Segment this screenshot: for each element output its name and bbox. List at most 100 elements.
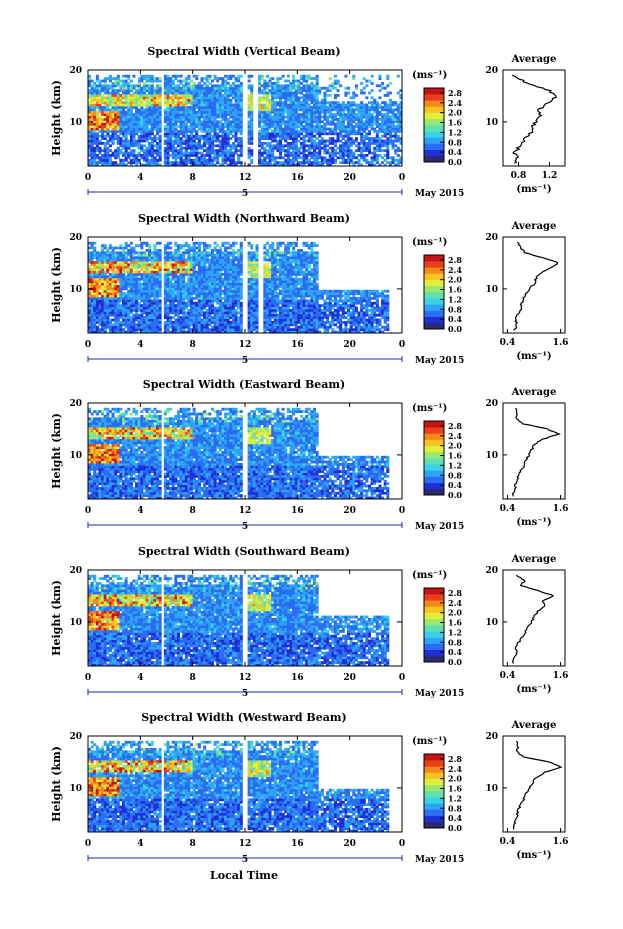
heatmap-cell <box>127 82 131 85</box>
heatmap-cell <box>108 91 112 95</box>
heatmap-cell <box>216 98 220 102</box>
heatmap-cell <box>297 118 301 121</box>
heatmap-cell <box>239 91 243 95</box>
heatmap-cell <box>344 161 348 164</box>
heatmap-cell <box>263 156 267 160</box>
heatmap-cell <box>197 158 201 162</box>
heatmap-cell <box>106 132 110 136</box>
heatmap-cell <box>145 163 149 167</box>
heatmap-cell <box>187 134 191 138</box>
heatmap-cell <box>218 86 222 90</box>
heatmap-cell <box>182 115 186 119</box>
heatmap-cell <box>318 156 322 160</box>
heatmap-cell <box>88 139 92 143</box>
heatmap-cell <box>386 161 390 164</box>
heatmap-cell <box>197 253 201 257</box>
heatmap-cell <box>190 280 194 283</box>
heatmap-cell <box>260 103 264 107</box>
heatmap-cell <box>174 265 178 269</box>
heatmap-cell <box>163 261 167 264</box>
heatmap-cell <box>90 149 94 152</box>
heatmap-cell <box>98 273 102 276</box>
heatmap-cell <box>158 156 162 160</box>
heatmap-cell <box>302 127 306 131</box>
heatmap-cell <box>114 149 118 152</box>
heatmap-cell <box>373 110 377 114</box>
heatmap-cell <box>268 156 272 160</box>
y-tick-label: 20 <box>69 66 82 76</box>
heatmap-cell <box>148 256 152 259</box>
heatmap-cell <box>200 146 204 150</box>
heatmap-cell <box>101 142 105 145</box>
heatmap-cell <box>286 98 290 102</box>
heatmap-cell <box>250 98 254 102</box>
heatmap-cell <box>367 144 371 148</box>
heatmap-cell <box>265 149 269 152</box>
heatmap-cell <box>313 110 317 114</box>
heatmap-cell <box>200 84 204 88</box>
heatmap-cell <box>360 89 364 92</box>
heatmap-cell <box>132 96 136 100</box>
heatmap-cell <box>137 323 141 327</box>
heatmap-cell <box>179 299 183 303</box>
heatmap-cell <box>339 139 343 143</box>
heatmap-cell <box>294 122 298 126</box>
heatmap-cell <box>360 91 364 95</box>
heatmap-cell <box>148 113 152 116</box>
heatmap-cell <box>150 130 154 133</box>
heatmap-cell <box>156 275 160 279</box>
heatmap-cell <box>263 146 267 150</box>
heatmap-cell <box>213 125 217 128</box>
heatmap-cell <box>195 285 199 288</box>
heatmap-cell <box>396 125 400 128</box>
heatmap-cell <box>124 106 128 109</box>
heatmap-cell <box>224 134 228 138</box>
heatmap-cell <box>276 91 280 95</box>
heatmap-cell <box>336 139 340 143</box>
heatmap-cell <box>166 163 170 167</box>
heatmap-cell <box>114 294 118 298</box>
heatmap-cell <box>176 103 180 107</box>
heatmap-cell <box>169 241 173 245</box>
heatmap-cell <box>163 127 167 131</box>
heatmap-cell <box>216 132 220 136</box>
heatmap-cell <box>129 273 133 276</box>
heatmap-cell <box>140 330 144 334</box>
heatmap-cell <box>169 79 173 83</box>
heatmap-cell <box>273 101 277 104</box>
heatmap-cell <box>124 122 128 126</box>
heatmap-cell <box>373 98 377 102</box>
heatmap-cell <box>90 106 94 109</box>
heatmap-cell <box>239 163 243 167</box>
heatmap-cell <box>127 103 131 107</box>
heatmap-cell <box>122 113 126 116</box>
heatmap-cell <box>158 265 162 269</box>
heatmap-cell <box>106 256 110 259</box>
heatmap-cell <box>145 86 149 90</box>
heatmap-cell <box>367 122 371 126</box>
heatmap-cell <box>90 113 94 116</box>
heatmap-cell <box>166 311 170 315</box>
heatmap-cell <box>176 304 180 307</box>
heatmap-cell <box>106 270 110 274</box>
heatmap-cell <box>210 106 214 109</box>
heatmap-cell <box>145 285 149 288</box>
heatmap-cell <box>182 321 186 324</box>
heatmap-cell <box>208 142 212 145</box>
heatmap-cell <box>299 130 303 133</box>
heatmap-cell <box>286 132 290 136</box>
heatmap-cell <box>247 108 251 112</box>
heatmap-cell <box>386 108 390 112</box>
heatmap-cell <box>192 163 196 167</box>
heatmap-cell <box>135 110 139 114</box>
heatmap-cell <box>383 118 387 121</box>
heatmap-cell <box>103 154 107 157</box>
heatmap-cell <box>289 89 293 92</box>
heatmap-cell <box>106 120 110 124</box>
heatmap-cell <box>174 297 178 300</box>
heatmap-cell <box>88 311 92 315</box>
heatmap-cell <box>208 132 212 136</box>
heatmap-cell <box>127 328 131 331</box>
heatmap-cell <box>360 163 364 167</box>
heatmap-cell <box>148 94 152 97</box>
